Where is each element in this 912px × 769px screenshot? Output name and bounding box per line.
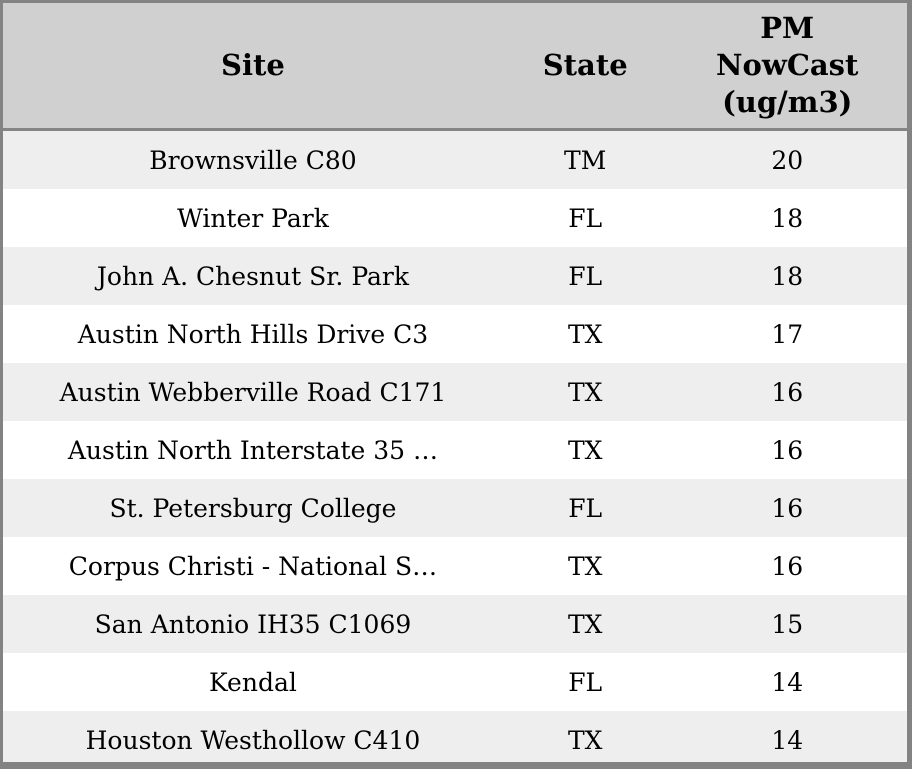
table-row: San Antonio IH35 C1069 TX 15 [3,595,907,653]
cell-state: TX [502,421,668,479]
column-header-pm-line1: PM [760,11,815,45]
table-header: Site State PM NowCast (ug/m3) [3,3,907,131]
table-row: Austin Webberville Road C171 TX 16 [3,363,907,421]
cell-site: Houston Westhollow C410 [3,711,503,762]
table-row: St. Petersburg College FL 16 [3,479,907,537]
column-header-state-label: State [542,48,628,82]
cell-site: St. Petersburg College [3,479,503,537]
cell-pm-nowcast: 14 [667,711,907,762]
cell-state: FL [502,247,668,305]
cell-site: San Antonio IH35 C1069 [3,595,503,653]
table-row: John A. Chesnut Sr. Park FL 18 [3,247,907,305]
pm-nowcast-table: Site State PM NowCast (ug/m3) Brownsvill… [3,3,907,762]
cell-pm-nowcast: 18 [667,189,907,247]
cell-pm-nowcast: 18 [667,247,907,305]
table-body: Brownsville C80 TM 20 Winter Park FL 18 … [3,129,907,762]
cell-state: TX [502,711,668,762]
column-header-pm-nowcast[interactable]: PM NowCast (ug/m3) [667,3,907,131]
cell-state: TX [502,537,668,595]
table-row: Corpus Christi - National S… TX 16 [3,537,907,595]
column-header-pm-line3: (ug/m3) [722,85,853,119]
column-header-site-label: Site [221,48,285,82]
table-row: Kendal FL 14 [3,653,907,711]
table-row: Brownsville C80 TM 20 [3,129,907,189]
cell-state: TM [502,129,668,189]
cell-pm-nowcast: 17 [667,305,907,363]
column-header-state[interactable]: State [502,3,668,131]
column-header-pm-line2: NowCast [716,48,859,82]
cell-state: TX [502,305,668,363]
table-row: Houston Westhollow C410 TX 14 [3,711,907,762]
cell-site: Winter Park [3,189,503,247]
cell-site: Austin Webberville Road C171 [3,363,503,421]
column-header-site[interactable]: Site [3,3,503,131]
cell-site: Brownsville C80 [3,129,503,189]
cell-pm-nowcast: 15 [667,595,907,653]
table-row: Austin North Interstate 35 … TX 16 [3,421,907,479]
cell-site: Kendal [3,653,503,711]
cell-pm-nowcast: 16 [667,421,907,479]
cell-site: Austin North Interstate 35 … [3,421,503,479]
cell-pm-nowcast: 16 [667,479,907,537]
table-row: Austin North Hills Drive C3 TX 17 [3,305,907,363]
cell-state: TX [502,363,668,421]
table-row: Winter Park FL 18 [3,189,907,247]
cell-site: Corpus Christi - National S… [3,537,503,595]
cell-site: Austin North Hills Drive C3 [3,305,503,363]
cell-pm-nowcast: 20 [667,129,907,189]
cell-pm-nowcast: 16 [667,537,907,595]
cell-state: FL [502,653,668,711]
cell-pm-nowcast: 16 [667,363,907,421]
cell-site: John A. Chesnut Sr. Park [3,247,503,305]
cell-state: TX [502,595,668,653]
cell-state: FL [502,189,668,247]
cell-pm-nowcast: 14 [667,653,907,711]
cell-state: FL [502,479,668,537]
header-row: Site State PM NowCast (ug/m3) [3,3,907,131]
